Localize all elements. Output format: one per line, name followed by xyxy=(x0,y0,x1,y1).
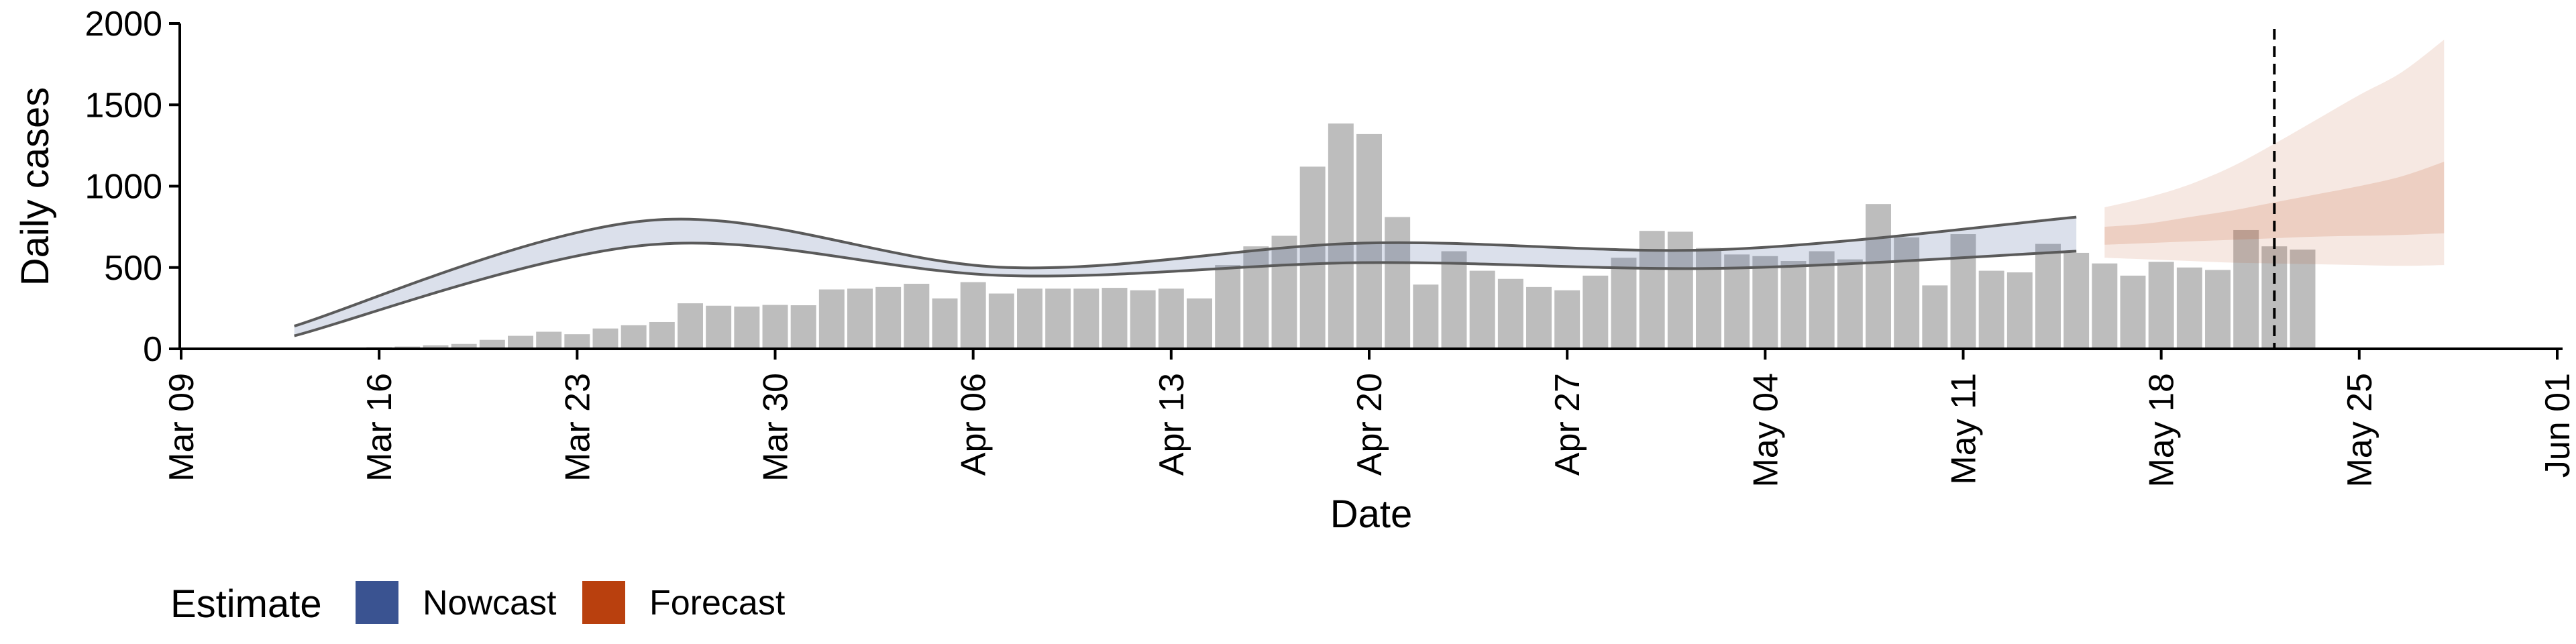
bar xyxy=(678,303,703,349)
x-tick-label: Mar 23 xyxy=(558,373,597,482)
bar xyxy=(2290,250,2316,349)
bar xyxy=(1837,259,1863,349)
x-tick-label: Apr 20 xyxy=(1350,373,1389,476)
x-tick-label: Apr 06 xyxy=(955,373,994,476)
x-tick-label: Mar 09 xyxy=(162,373,201,482)
y-axis-title: Daily cases xyxy=(13,87,57,286)
bar xyxy=(1441,251,1467,349)
x-tick-label: May 25 xyxy=(2341,373,2379,488)
y-tick-label: 1000 xyxy=(85,168,162,207)
bar xyxy=(1356,133,1382,349)
bar xyxy=(1582,275,1609,349)
x-tick-label: Mar 30 xyxy=(757,373,796,482)
bar xyxy=(423,345,449,349)
bar xyxy=(1497,278,1523,349)
bar xyxy=(2233,229,2259,349)
bar xyxy=(1696,248,1721,349)
bar xyxy=(2176,267,2202,349)
bar xyxy=(2120,275,2146,349)
x-tick-label: May 18 xyxy=(2143,373,2182,488)
y-tick-label: 0 xyxy=(143,330,162,369)
bar xyxy=(2063,252,2090,349)
x-tick-label: May 04 xyxy=(1746,373,1785,488)
x-tick-label: Mar 16 xyxy=(360,373,399,482)
bar xyxy=(988,293,1014,349)
bar xyxy=(1413,284,1439,349)
bar xyxy=(1752,256,1778,349)
bar xyxy=(847,288,873,349)
y-ticks: 0 500 1000 1500 2000 xyxy=(85,5,180,369)
x-ticks: Mar 09 Mar 16 Mar 23 Mar 30 Apr 06 Apr 13 Apr … xyxy=(162,349,2576,488)
bar xyxy=(1469,270,1495,349)
bar xyxy=(706,305,732,349)
bar xyxy=(1385,217,1411,349)
bar xyxy=(1243,246,1269,349)
bar xyxy=(1639,231,1665,349)
x-tick-label: May 11 xyxy=(1945,373,1984,485)
bar xyxy=(1724,254,1750,349)
nowcast-upper-line xyxy=(294,215,2077,328)
bar xyxy=(1017,288,1042,349)
y-tick-label: 500 xyxy=(104,249,162,288)
legend: Estimate Nowcast Forecast xyxy=(170,581,786,626)
bar xyxy=(762,305,788,349)
bar xyxy=(2205,270,2231,349)
legend-title: Estimate xyxy=(170,582,322,626)
bar xyxy=(2148,262,2174,349)
bar xyxy=(592,328,619,349)
bar xyxy=(1299,166,1326,349)
legend-label: Forecast xyxy=(649,584,786,623)
bar xyxy=(1187,298,1212,349)
bar xyxy=(960,282,986,349)
bar xyxy=(1158,288,1184,349)
bar xyxy=(479,339,505,349)
bar xyxy=(536,331,562,349)
legend-swatch-nowcast xyxy=(356,581,398,624)
bar xyxy=(790,305,816,349)
bar xyxy=(1866,204,1891,349)
bar xyxy=(2035,244,2061,349)
x-axis-title: Date xyxy=(1330,492,1413,536)
x-tick-label: Apr 13 xyxy=(1152,373,1191,476)
bar xyxy=(818,289,845,349)
nowcast-lower-line xyxy=(294,241,2077,337)
bar xyxy=(1130,290,1156,349)
bar xyxy=(564,334,590,349)
bar xyxy=(1215,265,1241,349)
bar xyxy=(875,286,902,349)
bar xyxy=(508,335,533,349)
y-tick-label: 2000 xyxy=(85,5,162,44)
bar xyxy=(649,321,675,349)
bar xyxy=(1526,286,1552,349)
bar xyxy=(1978,270,2004,349)
bar xyxy=(2006,272,2033,349)
bar xyxy=(1611,258,1637,349)
bar xyxy=(1328,123,1354,349)
bar xyxy=(451,343,477,349)
bar xyxy=(932,298,958,349)
bar xyxy=(1809,251,1835,349)
legend-label: Nowcast xyxy=(423,584,557,623)
x-tick-label: Apr 27 xyxy=(1548,373,1587,476)
bar xyxy=(1271,235,1297,349)
bar xyxy=(1073,288,1099,349)
bar xyxy=(1894,237,1920,349)
bar xyxy=(1950,234,1976,349)
y-tick-label: 1500 xyxy=(85,86,162,125)
legend-swatch-forecast xyxy=(582,581,625,624)
bar xyxy=(904,284,930,349)
bar xyxy=(734,306,760,349)
bar xyxy=(1780,261,1807,349)
forecast-inner-band xyxy=(2104,162,2445,245)
bar-layer xyxy=(281,123,2316,349)
bar xyxy=(1554,290,1580,349)
bar xyxy=(1102,288,1128,349)
bar xyxy=(1922,285,1948,349)
bar xyxy=(2092,263,2118,349)
bar xyxy=(621,325,647,349)
x-tick-label: Jun 01 xyxy=(2538,373,2576,478)
bar xyxy=(1045,288,1071,349)
